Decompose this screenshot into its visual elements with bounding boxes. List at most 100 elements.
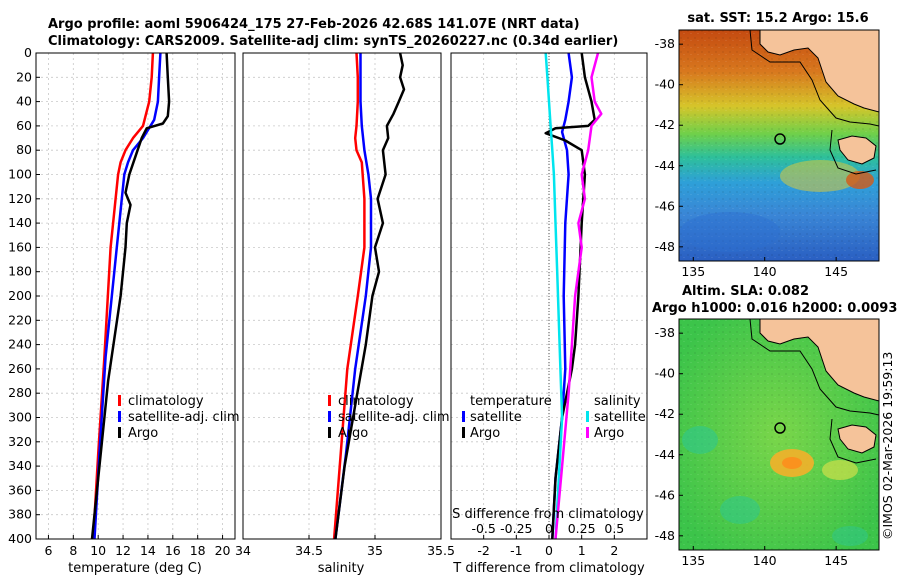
map-x-tick-label: 135	[681, 553, 705, 568]
y-tick-label: 400	[8, 531, 32, 546]
x-tick-label: 14	[140, 543, 156, 558]
legend-label-climatology: climatology	[128, 394, 204, 409]
legend-label-s-satellite: satellite	[594, 410, 646, 425]
sla-map-title-1: Altim. SLA: 0.082	[682, 284, 809, 299]
x-tick-label: 0	[545, 543, 553, 558]
secondary-x-tick-label: 0.25	[568, 521, 596, 536]
y-tick-label: 260	[8, 361, 32, 376]
legend-label-satellite: satellite-adj. clim	[338, 410, 450, 425]
map-y-tick-label: -40	[655, 366, 675, 381]
map-y-tick-label: -38	[655, 325, 675, 340]
y-tick-label: 240	[8, 337, 32, 352]
y-tick-label: 200	[8, 288, 32, 303]
x-tick-label: 35.5	[427, 543, 455, 558]
y-tick-label: 120	[8, 191, 32, 206]
temperature-panel: 6 8 10 12 14 16 18 2002040608010012014016018020…	[8, 45, 236, 558]
x-tick-label: 20	[215, 543, 231, 558]
map-y-tick-label: -46	[655, 198, 675, 213]
series-line-argo	[554, 52, 603, 540]
sla-tasmania	[837, 424, 877, 454]
sla-tas-contour	[829, 418, 877, 464]
legend-label-t-argo: Argo	[470, 426, 500, 441]
map-y-tick-label: -46	[655, 487, 675, 502]
secondary-x-tick-label: -0.25	[500, 521, 532, 536]
salinity-xlabel: salinity	[318, 561, 365, 576]
secondary-x-tick-label: -0.5	[471, 521, 495, 536]
sst-map-ticks: 135 140 145 -38 -40 -42 -44 -46 -48	[655, 36, 848, 279]
legend-label-argo: Argo	[128, 426, 158, 441]
legend-swatch-satellite	[328, 411, 331, 422]
series-line-climatology	[91, 52, 155, 540]
series-line-argo	[334, 52, 406, 540]
sla-argo-marker	[774, 422, 786, 434]
y-tick-label: 380	[8, 507, 32, 522]
title-line-1: Argo profile: aoml 5906424_175 27-Feb-20…	[48, 17, 580, 32]
legend-swatch-argo	[118, 427, 121, 438]
y-tick-label: 140	[8, 215, 32, 230]
sla-map-title-2: Argo h1000: 0.016 h2000: 0.0093	[652, 301, 897, 316]
sla-shelf-contour	[749, 318, 880, 416]
sst-cool-patch	[680, 212, 780, 252]
legend-title-salinity: salinity	[594, 394, 641, 409]
series-line-satellite-adj-clim	[93, 52, 162, 540]
x-tick-label: 35	[367, 543, 383, 558]
sst-map-title: sat. SST: 15.2 Argo: 15.6	[687, 11, 868, 26]
map-x-tick-label: 145	[824, 553, 848, 568]
series-line-argo	[90, 52, 171, 540]
series-line-satellite	[544, 52, 564, 540]
legend-label-climatology: climatology	[338, 394, 414, 409]
difference-secondary-xlabel: S difference from climatology	[452, 507, 644, 522]
x-tick-label: 34.5	[295, 543, 323, 558]
salinity-legend: climatology satellite-adj. clim Argo	[328, 394, 450, 441]
x-tick-label: -1	[510, 543, 522, 558]
y-tick-label: 340	[8, 458, 32, 473]
legend-swatch-s-argo	[586, 427, 589, 438]
map-y-tick-label: -40	[655, 77, 675, 92]
sst-mainland	[759, 29, 880, 113]
x-tick-label: 18	[190, 543, 206, 558]
y-tick-label: 280	[8, 385, 32, 400]
difference-xlabel: T difference from climatology	[452, 561, 645, 576]
legend-label-satellite: satellite-adj. clim	[128, 410, 240, 425]
temperature-legend: climatology satellite-adj. clim Argo	[118, 394, 240, 441]
x-tick-label: 8	[69, 543, 77, 558]
y-tick-label: 360	[8, 482, 32, 497]
map-y-tick-label: -38	[655, 36, 675, 51]
sst-argo-marker	[774, 133, 786, 145]
sst-tasmania	[837, 135, 877, 165]
legend-swatch-satellite	[118, 411, 121, 422]
series-line-satellite-adj-clim	[334, 53, 373, 540]
legend-title-temperature: temperature	[470, 394, 552, 409]
legend-swatch-t-satellite	[462, 411, 465, 422]
x-tick-label: -2	[477, 543, 489, 558]
legend-swatch-climatology	[328, 395, 331, 406]
x-tick-label: 34	[235, 543, 251, 558]
legend-swatch-s-satellite	[586, 411, 589, 422]
y-tick-label: 180	[8, 264, 32, 279]
y-tick-label: 160	[8, 239, 32, 254]
x-tick-label: 10	[90, 543, 106, 558]
title-line-2: Climatology: CARS2009. Satellite-adj cli…	[48, 34, 618, 49]
map-x-tick-label: 140	[753, 553, 777, 568]
map-y-tick-label: -48	[655, 528, 675, 543]
y-tick-label: 220	[8, 312, 32, 327]
sst-map-frame	[678, 29, 880, 262]
legend-label-argo: Argo	[338, 426, 368, 441]
x-tick-label: 6	[44, 543, 52, 558]
legend-swatch-climatology	[118, 395, 121, 406]
sla-peak	[782, 457, 802, 469]
sla-map-ticks: 135 140 145 -38 -40 -42 -44 -46 -48	[655, 325, 848, 568]
sla-low-anomaly-3	[832, 526, 868, 546]
map-y-tick-label: -44	[655, 447, 675, 462]
legend-swatch-argo	[328, 427, 331, 438]
sst-tas-contour	[829, 129, 877, 175]
difference-panel: -2 -1 0 1 2 -0.5 -0.25 0 0.25 0.5	[450, 52, 648, 558]
x-tick-label: 1	[578, 543, 586, 558]
x-tick-label: 16	[165, 543, 181, 558]
sst-map	[678, 29, 880, 262]
y-tick-label: 300	[8, 410, 32, 425]
y-tick-label: 320	[8, 434, 32, 449]
salinity-panel: 34 34.5 35 35.5	[235, 52, 455, 558]
sst-warm-eddy	[780, 160, 860, 192]
